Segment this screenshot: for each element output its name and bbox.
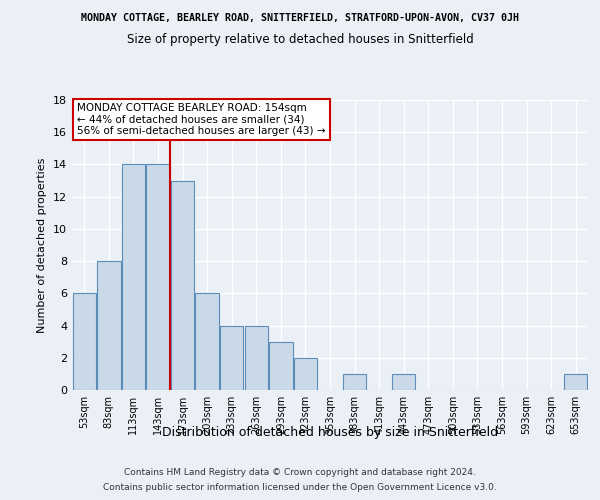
Bar bbox=[392, 374, 415, 390]
Bar bbox=[294, 358, 317, 390]
Bar bbox=[146, 164, 170, 390]
Bar bbox=[97, 261, 121, 390]
Y-axis label: Number of detached properties: Number of detached properties bbox=[37, 158, 47, 332]
Bar bbox=[245, 326, 268, 390]
Bar bbox=[73, 294, 96, 390]
Text: Distribution of detached houses by size in Snitterfield: Distribution of detached houses by size … bbox=[162, 426, 498, 439]
Text: Contains HM Land Registry data © Crown copyright and database right 2024.: Contains HM Land Registry data © Crown c… bbox=[124, 468, 476, 477]
Bar bbox=[269, 342, 293, 390]
Text: MONDAY COTTAGE BEARLEY ROAD: 154sqm
← 44% of detached houses are smaller (34)
56: MONDAY COTTAGE BEARLEY ROAD: 154sqm ← 44… bbox=[77, 103, 326, 136]
Text: Size of property relative to detached houses in Snitterfield: Size of property relative to detached ho… bbox=[127, 32, 473, 46]
Bar bbox=[343, 374, 366, 390]
Bar bbox=[220, 326, 244, 390]
Bar bbox=[564, 374, 587, 390]
Text: MONDAY COTTAGE, BEARLEY ROAD, SNITTERFIELD, STRATFORD-UPON-AVON, CV37 0JH: MONDAY COTTAGE, BEARLEY ROAD, SNITTERFIE… bbox=[81, 12, 519, 22]
Text: Contains public sector information licensed under the Open Government Licence v3: Contains public sector information licen… bbox=[103, 483, 497, 492]
Bar bbox=[196, 294, 219, 390]
Bar bbox=[171, 180, 194, 390]
Bar bbox=[122, 164, 145, 390]
